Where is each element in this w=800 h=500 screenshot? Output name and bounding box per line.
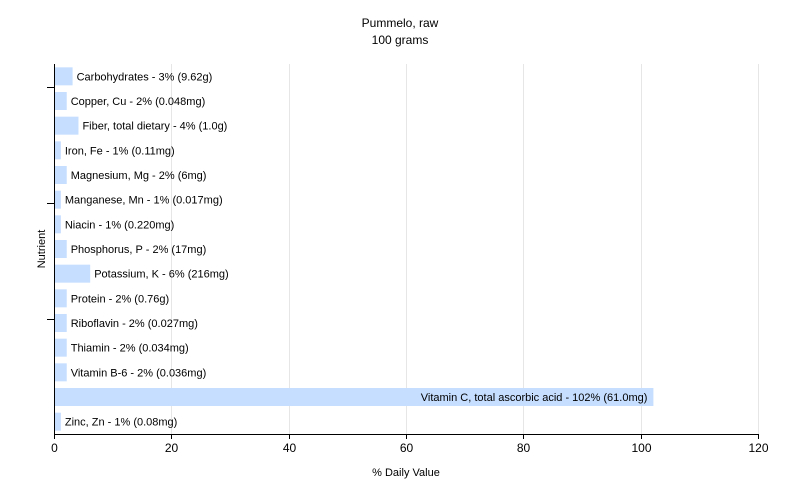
bars: Carbohydrates - 3% (9.62g) Copper, Cu - 2… bbox=[55, 67, 654, 431]
bar-thiamin bbox=[55, 338, 67, 357]
bar-vitamin-c-total-ascorbic-acid bbox=[55, 388, 654, 406]
x-tick-label: 120 bbox=[748, 441, 768, 455]
bar-label: Potassium, K - 6% (216mg) bbox=[94, 269, 229, 281]
bar-niacin bbox=[55, 215, 61, 234]
bar-label: Vitamin C, total ascorbic acid - 102% (6… bbox=[421, 392, 648, 404]
x-tick-label: 20 bbox=[165, 441, 179, 455]
chart-subtitle: 100 grams bbox=[372, 33, 429, 47]
bar-label: Copper, Cu - 2% (0.048mg) bbox=[71, 96, 206, 108]
x-tick-label: 40 bbox=[283, 441, 297, 455]
bar-label: Magnesium, Mg - 2% (6mg) bbox=[71, 170, 207, 182]
chart-title: Pummelo, raw bbox=[362, 16, 439, 30]
x-tick-label: 100 bbox=[631, 441, 651, 455]
bar-manganese-mn bbox=[55, 190, 61, 209]
bar-label: Iron, Fe - 1% (0.11mg) bbox=[65, 145, 175, 157]
bar-label: Thiamin - 2% (0.034mg) bbox=[71, 343, 189, 355]
bar-label: Protein - 2% (0.76g) bbox=[71, 293, 169, 305]
bar-label: Carbohydrates - 3% (9.62g) bbox=[77, 71, 213, 83]
bar-label: Zinc, Zn - 1% (0.08mg) bbox=[65, 417, 177, 429]
axes: 0 20 40 60 80 100 120 bbox=[47, 64, 769, 455]
bar-iron-fe bbox=[55, 141, 61, 160]
grid-lines bbox=[171, 64, 759, 434]
bar-zinc-zn bbox=[55, 412, 61, 431]
bar-label: Phosphorus, P - 2% (17mg) bbox=[71, 244, 207, 256]
x-tick-label: 0 bbox=[51, 441, 58, 455]
bar-copper-cu bbox=[55, 92, 67, 110]
bar-riboflavin bbox=[55, 314, 67, 332]
y-axis-label: Nutrient bbox=[36, 230, 48, 269]
bar-vitamin-b-6 bbox=[55, 363, 67, 382]
bar-magnesium-mg bbox=[55, 166, 67, 184]
bar-carbohydrates bbox=[55, 67, 73, 86]
x-tick-label: 80 bbox=[517, 441, 531, 455]
bar-potassium-k bbox=[55, 264, 91, 283]
bar-label: Vitamin B-6 - 2% (0.036mg) bbox=[71, 367, 207, 379]
bar-fiber-total-dietary bbox=[55, 116, 79, 135]
bar-phosphorus-p bbox=[55, 240, 67, 258]
bar-label: Fiber, total dietary - 4% (1.0g) bbox=[82, 121, 227, 133]
x-tick-label: 60 bbox=[400, 441, 414, 455]
bar-label: Manganese, Mn - 1% (0.017mg) bbox=[65, 195, 223, 207]
x-axis-label: % Daily Value bbox=[372, 467, 440, 479]
bar-label: Riboflavin - 2% (0.027mg) bbox=[71, 318, 198, 330]
bar-label: Niacin - 1% (0.220mg) bbox=[65, 219, 174, 231]
bar-protein bbox=[55, 289, 67, 308]
